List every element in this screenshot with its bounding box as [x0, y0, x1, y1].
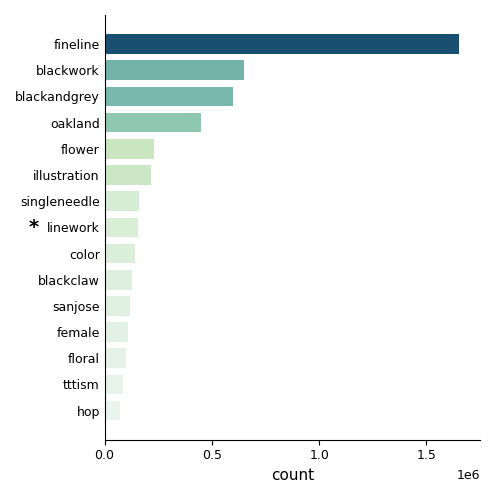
Bar — [104, 60, 244, 80]
Bar — [104, 374, 123, 394]
Bar — [104, 165, 151, 185]
Bar — [104, 244, 135, 263]
Bar — [104, 139, 154, 159]
Bar — [104, 296, 130, 316]
Bar — [104, 401, 120, 420]
Bar — [104, 87, 233, 106]
Bar — [104, 113, 201, 132]
Bar — [104, 349, 126, 368]
Text: *: * — [28, 218, 38, 237]
Bar — [104, 191, 139, 211]
Bar — [104, 34, 458, 54]
Text: 1e6: 1e6 — [456, 470, 480, 483]
Bar — [104, 218, 138, 237]
Bar — [104, 322, 128, 342]
X-axis label: count: count — [271, 468, 314, 483]
Bar — [104, 270, 133, 289]
